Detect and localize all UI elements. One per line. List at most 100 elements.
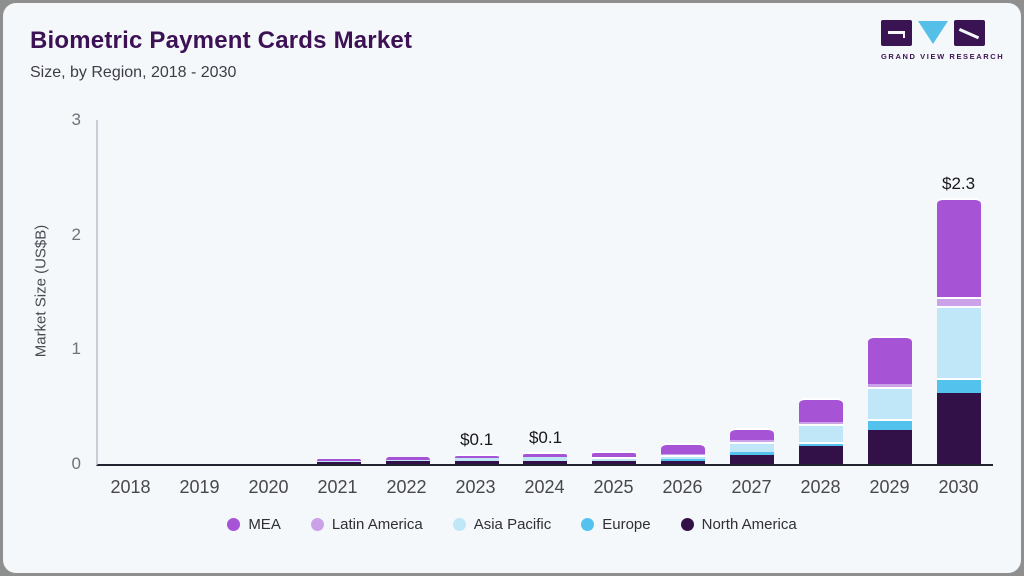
grand-view-research-logo: GRAND VIEW RESEARCH (881, 20, 1005, 61)
gvr-logo-g-icon (881, 20, 912, 46)
mea-segment (936, 198, 981, 297)
europe-segment (730, 452, 775, 456)
latin-america-segment (867, 383, 912, 388)
gvr-logo-mark (881, 20, 985, 47)
legend-dot-icon (227, 518, 241, 531)
page-subtitle: Size, by Region, 2018 - 2030 (30, 64, 237, 81)
gvr-logo-r-icon (954, 20, 985, 46)
bar-value-label-2024: $0.1 (528, 427, 563, 447)
bar-group-2021 (305, 120, 374, 464)
x-tick-2023: 2023 (455, 477, 496, 497)
asia-pacific-segment (454, 457, 499, 461)
bar-group-2029 (855, 120, 924, 464)
legend-item-mea: MEA (227, 516, 281, 533)
bar-group-2024: $0.1 (511, 120, 580, 464)
legend-item-north-america: North America (680, 516, 797, 533)
x-tick-2018: 2018 (110, 477, 151, 497)
x-tick-2019: 2019 (179, 477, 220, 497)
asia-pacific-segment (867, 387, 912, 420)
asia-pacific-segment (798, 424, 843, 442)
bar-group-2026 (649, 120, 718, 464)
y-tick-2: 2 (71, 224, 81, 244)
north-america-segment (798, 445, 843, 464)
bar-group-2030: $2.3 (924, 120, 993, 464)
x-tick-2027: 2027 (731, 477, 772, 497)
legend-label: Asia Pacific (473, 516, 552, 533)
north-america-segment (936, 392, 981, 464)
mea-segment (316, 458, 361, 461)
north-america-segment (592, 460, 637, 464)
x-tick-2026: 2026 (662, 477, 703, 497)
europe-segment (798, 441, 843, 446)
bar-group-2025 (580, 120, 649, 464)
europe-segment (936, 378, 981, 393)
legend-dot-icon (310, 518, 324, 531)
latin-america-segment (730, 440, 775, 442)
bar-group-2023: $0.1 (442, 120, 511, 464)
page-title: Biometric Payment Cards Market (30, 27, 413, 54)
europe-segment (867, 419, 912, 430)
x-tick-2029: 2029 (869, 477, 910, 497)
legend-item-latin-america: Latin America (310, 516, 423, 533)
bar-value-label-2030: $2.3 (942, 174, 976, 193)
x-tick-2021: 2021 (317, 477, 358, 497)
bar-group-2018 (98, 120, 167, 464)
mea-segment (454, 453, 499, 458)
asia-pacific-segment (523, 457, 568, 461)
mea-segment (661, 443, 706, 454)
north-america-segment (523, 460, 568, 464)
legend-label: North America (701, 516, 797, 533)
asia-pacific-segment (661, 454, 706, 460)
europe-segment (661, 459, 706, 461)
bar-group-2022 (373, 120, 442, 464)
legend-label: Latin America (331, 516, 423, 533)
bar-group-2028 (786, 120, 855, 464)
mea-segment (867, 335, 912, 384)
bar-value-label-2023: $0.1 (460, 429, 494, 449)
x-axis-labels: 2018 2019 2020 2021 2022 2023 2024 2025 2026 2027… (96, 477, 993, 498)
mea-segment (798, 398, 843, 423)
y-tick-3: 3 (71, 110, 81, 129)
latin-america-segment (798, 422, 843, 425)
asia-pacific-segment (936, 305, 981, 379)
x-tick-2020: 2020 (248, 477, 289, 497)
latin-america-segment (936, 296, 981, 306)
report-card: Biometric Payment Cards Market Size, by … (3, 3, 1021, 573)
legend-dot-icon (581, 518, 595, 531)
asia-pacific-segment (592, 456, 637, 461)
gvr-logo-text: GRAND VIEW RESEARCH (881, 52, 1005, 61)
north-america-segment (454, 460, 499, 464)
legend-item-europe: Europe (581, 516, 651, 533)
legend-label: MEA (248, 516, 281, 533)
legend-item-asia-pacific: Asia Pacific (452, 516, 552, 533)
x-tick-2024: 2024 (524, 477, 565, 497)
bar-group-2019 (167, 120, 236, 464)
gvr-logo-v-icon (918, 21, 948, 44)
north-america-segment (316, 461, 361, 464)
legend-label: Europe (602, 516, 651, 533)
latin-america-segment (661, 453, 706, 455)
north-america-segment (867, 429, 912, 464)
chart-legend: MEA Latin America Asia Pacific Europe North … (3, 516, 1021, 533)
plot-area: $0.1 $0.1 $2.3 (96, 120, 993, 466)
legend-dot-icon (452, 518, 466, 531)
x-tick-2028: 2028 (800, 477, 841, 497)
y-tick-0: 0 (71, 454, 81, 473)
asia-pacific-segment (730, 442, 775, 453)
bar-group-2027 (718, 120, 787, 464)
y-tick-1: 1 (71, 339, 81, 359)
asia-pacific-segment (385, 459, 430, 462)
x-tick-2022: 2022 (386, 477, 427, 497)
north-america-segment (730, 455, 775, 464)
mea-segment (385, 456, 430, 460)
legend-dot-icon (680, 518, 694, 531)
mea-segment (592, 450, 637, 457)
x-tick-2025: 2025 (593, 477, 634, 497)
mea-segment (523, 451, 568, 458)
north-america-segment (385, 461, 430, 464)
x-tick-2030: 2030 (938, 477, 979, 497)
mea-segment (730, 427, 775, 441)
north-america-segment (661, 460, 706, 464)
asia-pacific-segment (316, 460, 361, 462)
bar-group-2020 (236, 120, 305, 464)
